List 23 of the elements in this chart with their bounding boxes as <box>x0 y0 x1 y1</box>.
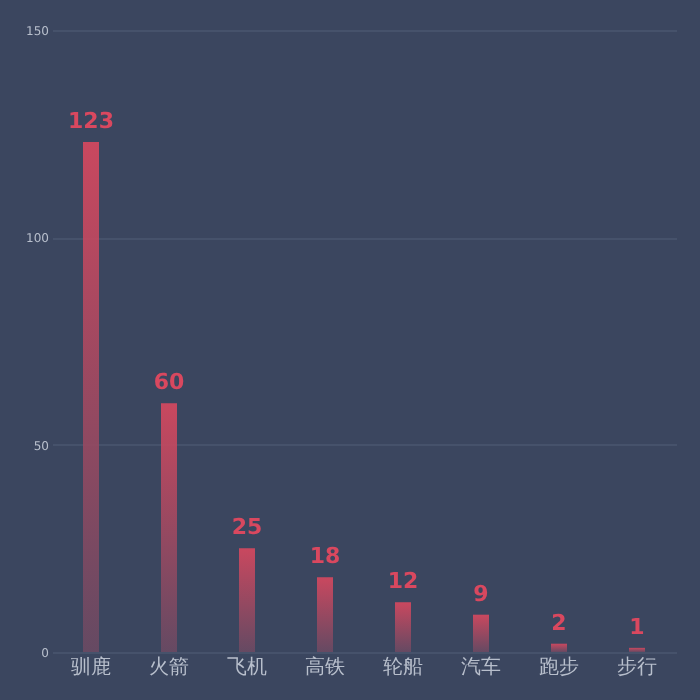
data-label: 25 <box>231 514 263 541</box>
bar <box>161 403 177 652</box>
x-tick-label: 高铁 <box>305 655 345 679</box>
data-label: 60 <box>153 369 185 396</box>
x-tick-label: 驯鹿 <box>71 655 111 679</box>
bar <box>395 602 411 652</box>
data-label: 12 <box>387 568 419 595</box>
bar <box>551 643 567 652</box>
x-tick-label: 火箭 <box>149 655 189 679</box>
x-tick-label: 飞机 <box>227 655 267 679</box>
x-tick-label: 汽车 <box>461 655 501 679</box>
data-label: 2 <box>551 609 567 636</box>
x-tick-label: 步行 <box>617 655 657 679</box>
bar <box>473 614 489 652</box>
x-tick-label: 跑步 <box>539 655 579 679</box>
data-label: 123 <box>68 107 114 134</box>
data-label: 18 <box>309 543 341 570</box>
bar <box>83 141 99 652</box>
bar <box>239 548 255 652</box>
data-label: 9 <box>473 580 489 607</box>
data-label: 1 <box>629 613 645 640</box>
x-tick-label: 轮船 <box>383 655 423 679</box>
bar <box>317 577 333 652</box>
